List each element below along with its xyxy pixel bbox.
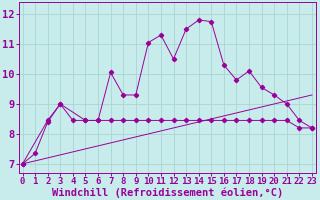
X-axis label: Windchill (Refroidissement éolien,°C): Windchill (Refroidissement éolien,°C)	[52, 187, 283, 198]
